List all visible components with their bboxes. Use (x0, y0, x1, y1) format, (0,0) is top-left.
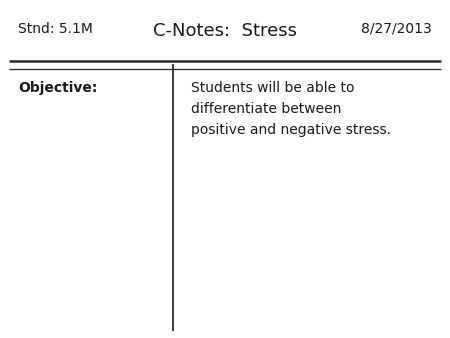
Text: Students will be able to
differentiate between
positive and negative stress.: Students will be able to differentiate b… (191, 81, 391, 138)
Text: 8/27/2013: 8/27/2013 (361, 22, 432, 36)
Text: Stnd: 5.1M: Stnd: 5.1M (18, 22, 93, 36)
Text: C-Notes:  Stress: C-Notes: Stress (153, 22, 297, 40)
Text: Objective:: Objective: (18, 81, 97, 95)
